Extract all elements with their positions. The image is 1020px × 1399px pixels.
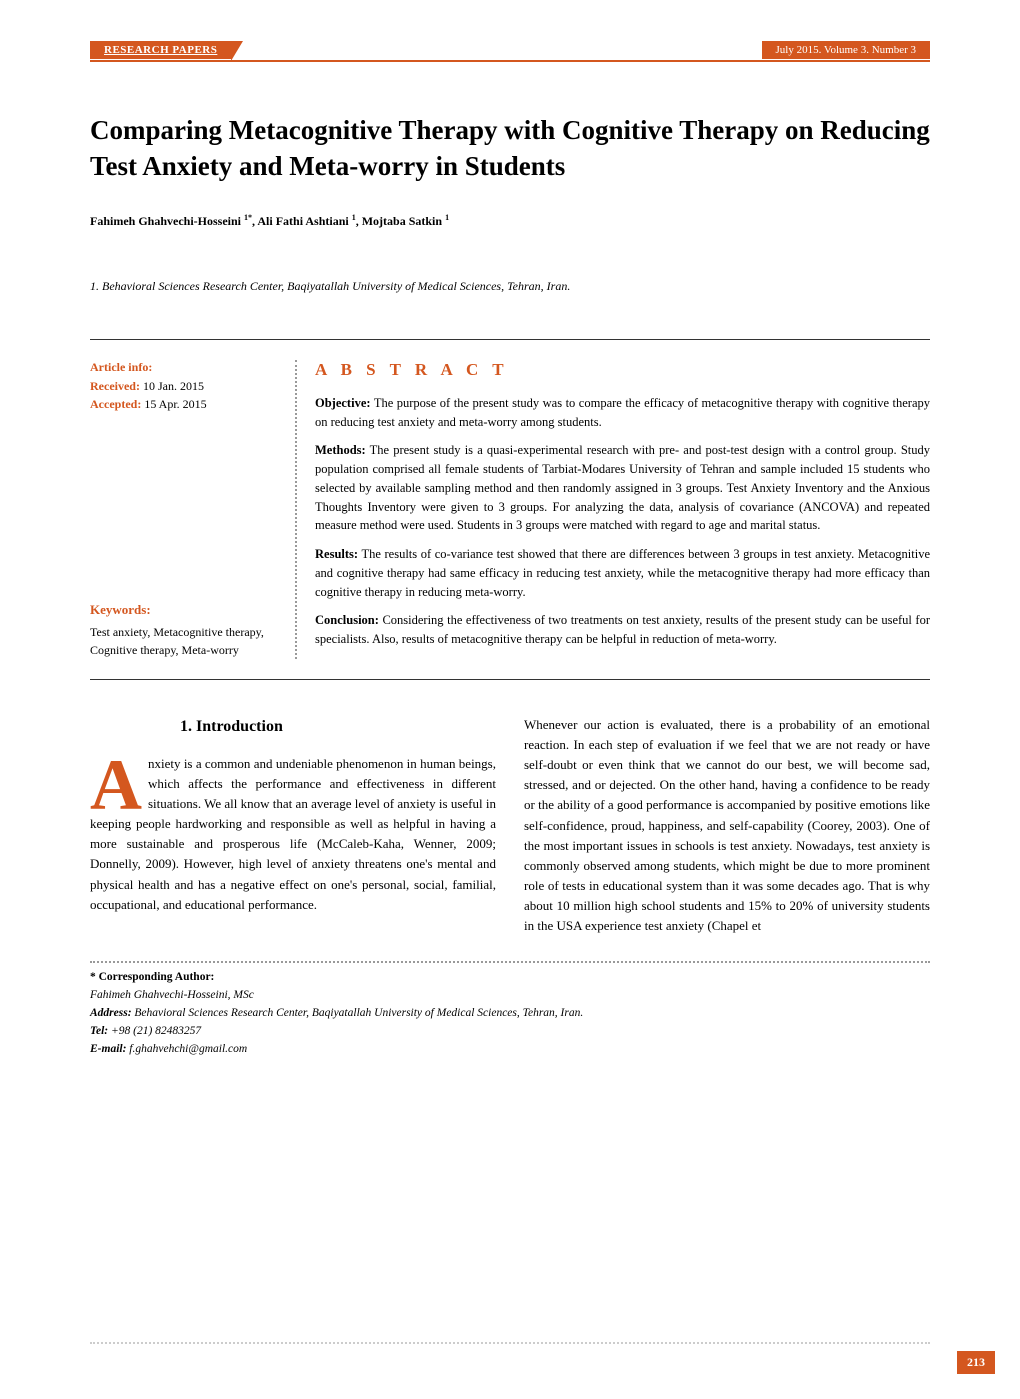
accepted-label: Accepted: xyxy=(90,397,141,411)
received-label: Received: xyxy=(90,379,140,393)
address-value: Behavioral Sciences Research Center, Baq… xyxy=(134,1007,583,1019)
keywords-text: Test anxiety, Metacognitive therapy, Cog… xyxy=(90,623,275,659)
objective-text: The purpose of the present study was to … xyxy=(315,396,930,429)
page: RESEARCH PAPERS July 2015. Volume 3. Num… xyxy=(0,0,1020,1399)
header-issue: July 2015. Volume 3. Number 3 xyxy=(762,41,930,59)
abstract-left-column: Article info: Received: 10 Jan. 2015 Acc… xyxy=(90,360,275,659)
page-number: 213 xyxy=(957,1351,995,1374)
objective-label: Objective: xyxy=(315,396,371,410)
header-category: RESEARCH PAPERS xyxy=(90,41,231,59)
abstract-section: Article info: Received: 10 Jan. 2015 Acc… xyxy=(90,360,930,659)
body-column-right: Whenever our action is evaluated, there … xyxy=(524,715,930,937)
article-info-label: Article info: xyxy=(90,360,275,375)
received-value: 10 Jan. 2015 xyxy=(143,379,204,393)
corr-name: Fahimeh Ghahvechi-Hosseini, MSc xyxy=(90,989,254,1001)
results-label: Results: xyxy=(315,547,358,561)
conclusion-text: Considering the effectiveness of two tre… xyxy=(315,613,930,646)
bottom-dotted-line xyxy=(90,1342,930,1344)
methods-label: Methods: xyxy=(315,443,366,457)
email-value: f.ghahvehchi@gmail.com xyxy=(129,1043,247,1055)
intro-heading: 1. Introduction xyxy=(180,715,496,740)
keywords-label: Keywords: xyxy=(90,602,275,618)
address-label: Address: xyxy=(90,1007,132,1019)
abstract-conclusion: Conclusion: Considering the effectivenes… xyxy=(315,611,930,649)
email-label: E-mail: xyxy=(90,1043,126,1055)
accepted-value: 15 Apr. 2015 xyxy=(144,397,206,411)
corr-label: * Corresponding Author: xyxy=(90,971,214,983)
affiliation: 1. Behavioral Sciences Research Center, … xyxy=(90,279,930,294)
abstract-right-column: A B S T R A C T Objective: The purpose o… xyxy=(295,360,930,659)
article-title: Comparing Metacognitive Therapy with Cog… xyxy=(90,112,930,185)
divider-bottom xyxy=(90,679,930,680)
footer-separator: * Corresponding Author: Fahimeh Ghahvech… xyxy=(90,961,930,1058)
corresponding-author-block: * Corresponding Author: Fahimeh Ghahvech… xyxy=(90,969,930,1058)
methods-text: The present study is a quasi-experimenta… xyxy=(315,443,930,532)
body-column-left: 1. Introduction Anxiety is a common and … xyxy=(90,715,496,937)
tel-label: Tel: xyxy=(90,1025,108,1037)
authors-line: Fahimeh Ghahvechi-Hosseini 1*, Ali Fathi… xyxy=(90,213,930,229)
tel-value: +98 (21) 82483257 xyxy=(111,1025,201,1037)
abstract-objective: Objective: The purpose of the present st… xyxy=(315,394,930,432)
spacer xyxy=(90,415,275,602)
header-bar: RESEARCH PAPERS July 2015. Volume 3. Num… xyxy=(90,40,930,62)
col2-text: Whenever our action is evaluated, there … xyxy=(524,715,930,937)
abstract-results: Results: The results of co-variance test… xyxy=(315,545,930,601)
body-section: 1. Introduction Anxiety is a common and … xyxy=(90,715,930,937)
conclusion-label: Conclusion: xyxy=(315,613,379,627)
intro-paragraph-1: Anxiety is a common and undeniable pheno… xyxy=(90,754,496,915)
divider-top xyxy=(90,339,930,340)
results-text: The results of co-variance test showed t… xyxy=(315,547,930,599)
authors-text: Fahimeh Ghahvechi-Hosseini 1*, Ali Fathi… xyxy=(90,214,449,228)
accepted-line: Accepted: 15 Apr. 2015 xyxy=(90,397,275,412)
abstract-heading: A B S T R A C T xyxy=(315,360,930,380)
drop-cap: A xyxy=(90,760,142,812)
received-line: Received: 10 Jan. 2015 xyxy=(90,379,275,394)
col1-text: nxiety is a common and undeniable phenom… xyxy=(90,756,496,912)
abstract-methods: Methods: The present study is a quasi-ex… xyxy=(315,441,930,535)
